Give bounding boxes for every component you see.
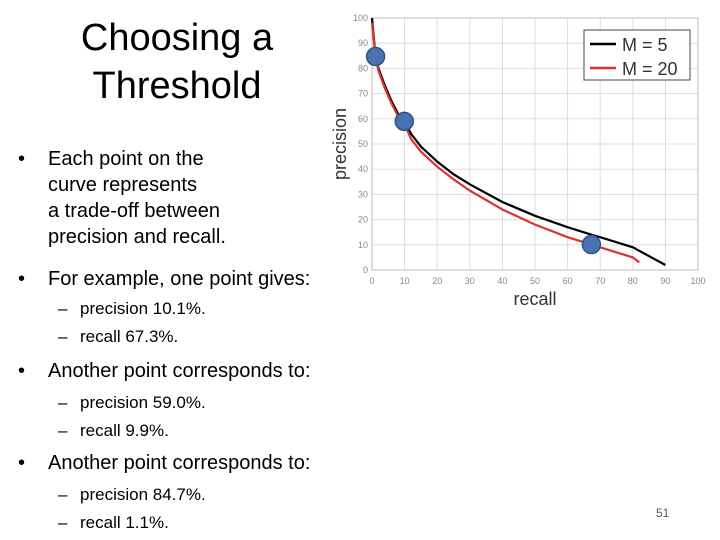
highlight-points: [365, 46, 602, 255]
sub-bullet-text: recall 1.1%.: [80, 513, 169, 532]
bullet-4-text: Another point corresponds to:: [48, 452, 311, 474]
x-axis-label: recall: [513, 289, 556, 309]
y-tick-label: 0: [363, 265, 368, 275]
x-tick-label: 20: [432, 276, 442, 286]
highlight-point: [581, 234, 602, 255]
sub-bullet-text: precision 84.7%.: [80, 485, 206, 504]
x-tick-label: 90: [660, 276, 670, 286]
slide-title: Choosing a Threshold: [62, 14, 292, 110]
x-tick-label: 80: [628, 276, 638, 286]
bullet-dot: •: [18, 268, 26, 290]
y-tick-label: 40: [358, 164, 368, 174]
y-tick-label: 50: [358, 139, 368, 149]
sub-bullet-dash: –: [58, 327, 68, 346]
bullet-2-text: For example, one point gives:: [48, 268, 311, 290]
x-tick-label: 100: [690, 276, 705, 286]
sub-bullet-text: precision 59.0%.: [80, 393, 206, 412]
x-tick-label: 30: [465, 276, 475, 286]
y-tick-label: 20: [358, 215, 368, 225]
x-tick-label: 60: [563, 276, 573, 286]
legend-label-m20: M = 20: [622, 59, 678, 79]
sub-bullet-dash: –: [58, 421, 68, 440]
plot-frame: [371, 17, 699, 271]
legend-label-m5: M = 5: [622, 35, 668, 55]
bullet-1-line-2: curve represents: [48, 174, 197, 196]
sub-bullet-dash: –: [58, 485, 68, 504]
page-number: 51: [656, 506, 670, 520]
bullet-dot: •: [18, 452, 26, 474]
bullet-dot: •: [18, 148, 26, 170]
bullet-1-line-3: a trade-off between: [48, 200, 220, 222]
bullet-1-line-4: precision and recall.: [48, 226, 226, 248]
x-tick-labels: 0 10 20 30 40 50 60 70 80 90 100: [369, 276, 705, 286]
bullet-1-line-1: Each point on the: [48, 148, 204, 170]
sub-bullet-dash: –: [58, 299, 68, 318]
y-tick-label: 60: [358, 114, 368, 124]
sub-bullet-dash: –: [58, 393, 68, 412]
y-tick-label: 10: [358, 240, 368, 250]
y-tick-label: 90: [358, 38, 368, 48]
sub-bullet-text: precision 10.1%.: [80, 299, 206, 318]
title-line-2: Threshold: [92, 65, 262, 107]
legend-box: [583, 29, 691, 81]
x-tick-label: 70: [595, 276, 605, 286]
highlight-point: [394, 111, 415, 132]
x-tick-label: 10: [400, 276, 410, 286]
y-tick-label: 80: [358, 63, 368, 73]
bullet-dot: •: [18, 360, 26, 382]
sub-bullet-text: recall 67.3%.: [80, 327, 179, 346]
x-tick-label: 0: [369, 276, 374, 286]
sub-bullet-dash: –: [58, 513, 68, 532]
y-tick-label: 70: [358, 89, 368, 99]
x-tick-label: 50: [530, 276, 540, 286]
legend: M = 5 M = 20: [583, 29, 691, 81]
bullet-3-text: Another point corresponds to:: [48, 360, 311, 382]
y-tick-labels: 0 10 20 30 40 50 60 70 80 90 100: [353, 13, 368, 275]
y-tick-label: 100: [353, 13, 368, 23]
x-tick-label: 40: [497, 276, 507, 286]
title-line-1: Choosing a: [80, 17, 274, 59]
y-axis-label: precision: [330, 108, 350, 180]
highlight-point: [365, 46, 386, 67]
sub-bullet-text: recall 9.9%.: [80, 421, 169, 440]
y-tick-label: 30: [358, 189, 368, 199]
